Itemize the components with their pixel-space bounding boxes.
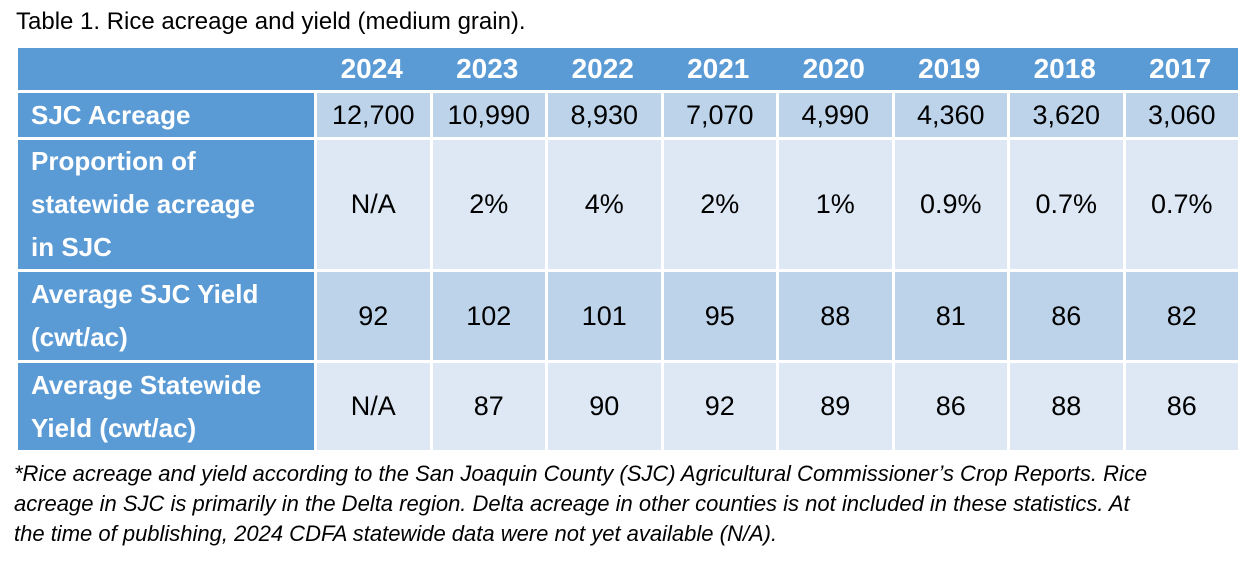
cell-value: 7,070: [660, 90, 776, 137]
row-label-proportion-statewide: Proportion of statewide acreage in SJC: [18, 137, 314, 269]
cell-value: 88: [1007, 360, 1123, 450]
cell-value: 86: [891, 360, 1007, 450]
row-label-sjc-acreage: SJC Acreage: [18, 90, 314, 137]
cell-value: 0.9%: [891, 137, 1007, 269]
cell-value: 86: [1122, 360, 1238, 450]
cell-value: 1%: [776, 137, 892, 269]
cell-value: 2%: [429, 137, 545, 269]
cell-value: 101: [545, 269, 661, 360]
cell-value: 4,360: [891, 90, 1007, 137]
cell-value: 3,060: [1122, 90, 1238, 137]
cell-value: 92: [314, 269, 430, 360]
cell-value: 3,620: [1007, 90, 1123, 137]
row-label-line: SJC Acreage: [31, 99, 191, 130]
table-title: Table 1. Rice acreage and yield (medium …: [16, 8, 526, 35]
row-label-line: Yield (cwt/ac): [31, 412, 197, 443]
row-label-line: statewide acreage: [31, 189, 256, 219]
row-label-line: Proportion of: [31, 146, 196, 176]
footnote-line: the time of publishing, 2024 CDFA statew…: [14, 521, 778, 546]
cell-value: N/A: [314, 360, 430, 450]
row-label-average-sjc-yield: Average SJC Yield (cwt/ac): [18, 269, 314, 360]
cell-value: 95: [660, 269, 776, 360]
table-row-sjc-acreage: SJC Acreage 12,700 10,990 8,930 7,070 4,…: [18, 90, 1238, 137]
row-label-line: Average Statewide: [31, 369, 262, 400]
column-header-2021: 2021: [660, 48, 776, 90]
table-row-proportion-statewide: Proportion of statewide acreage in SJC N…: [18, 137, 1238, 269]
row-label-average-statewide-yield: Average Statewide Yield (cwt/ac): [18, 360, 314, 450]
column-header-2024: 2024: [314, 48, 430, 90]
cell-value: 88: [776, 269, 892, 360]
cell-value: 81: [891, 269, 1007, 360]
cell-value: 0.7%: [1007, 137, 1123, 269]
row-label-line: in SJC: [31, 232, 112, 262]
cell-value: 8,930: [545, 90, 661, 137]
table-row-average-statewide-yield: Average Statewide Yield (cwt/ac) N/A 87 …: [18, 360, 1238, 450]
column-header-2018: 2018: [1007, 48, 1123, 90]
cell-value: 86: [1007, 269, 1123, 360]
cell-value: 12,700: [314, 90, 430, 137]
table-row-average-sjc-yield: Average SJC Yield (cwt/ac) 92 102 101 95…: [18, 269, 1238, 360]
cell-value: 90: [545, 360, 661, 450]
column-header-2019: 2019: [891, 48, 1007, 90]
column-header-2022: 2022: [545, 48, 661, 90]
cell-value: 92: [660, 360, 776, 450]
cell-value: 2%: [660, 137, 776, 269]
column-header-2017: 2017: [1122, 48, 1238, 90]
cell-value: 4,990: [776, 90, 892, 137]
footnote-line: acreage in SJC is primarily in the Delta…: [14, 491, 1130, 516]
header-row: 2024 2023 2022 2021 2020 2019 2018 2017: [18, 48, 1238, 90]
cell-value: 10,990: [429, 90, 545, 137]
cell-value: 82: [1122, 269, 1238, 360]
footnote: *Rice acreage and yield according to the…: [14, 459, 1238, 549]
footnote-line: *Rice acreage and yield according to the…: [14, 461, 1148, 486]
cell-value: 87: [429, 360, 545, 450]
corner-cell: [18, 48, 314, 90]
row-label-line: (cwt/ac): [31, 322, 128, 352]
rice-acreage-table: 2024 2023 2022 2021 2020 2019 2018 2017 …: [18, 48, 1238, 450]
column-header-2020: 2020: [776, 48, 892, 90]
cell-value: 0.7%: [1122, 137, 1238, 269]
cell-value: N/A: [314, 137, 430, 269]
cell-value: 4%: [545, 137, 661, 269]
column-header-2023: 2023: [429, 48, 545, 90]
cell-value: 102: [429, 269, 545, 360]
page: Table 1. Rice acreage and yield (medium …: [14, 8, 1238, 549]
row-label-line: Average SJC Yield: [31, 279, 259, 309]
cell-value: 89: [776, 360, 892, 450]
